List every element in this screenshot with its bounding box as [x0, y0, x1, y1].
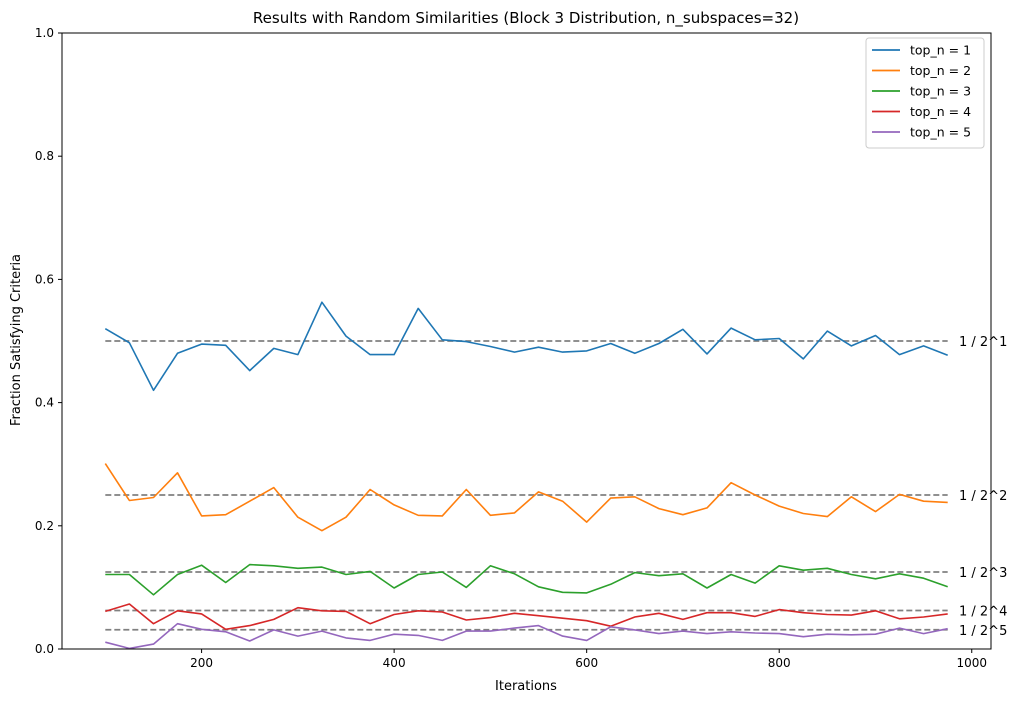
- legend-label: top_n = 5: [910, 125, 971, 140]
- reference-line-label: 1 / 2^3: [959, 566, 1007, 581]
- y-tick-label: 0.2: [35, 519, 54, 533]
- reference-line-label: 1 / 2^2: [959, 489, 1007, 504]
- reference-labels: 1 / 2^1 1 / 2^2 1 / 2^3 1 / 2^4 1 / 2^5: [959, 335, 1007, 639]
- legend-label: top_n = 3: [910, 84, 971, 99]
- legend-label: top_n = 2: [910, 63, 971, 78]
- legend-label: top_n = 4: [910, 104, 971, 119]
- reference-line-label: 1 / 2^1: [959, 335, 1007, 350]
- reference-line-label: 1 / 2^4: [959, 605, 1007, 620]
- y-axis-label: Fraction Satisfying Criteria: [9, 254, 24, 426]
- series-line-top-n-2: [104, 463, 948, 532]
- plot-frame: [61, 32, 992, 650]
- axis-ticks: 200 400 600 800 1000 0.0 0.2 0.4 0.6 0.8 1.0: [35, 26, 987, 670]
- x-tick-label: 600: [575, 656, 598, 670]
- legend-box: [865, 37, 985, 149]
- reference-line-label: 1 / 2^5: [959, 624, 1007, 639]
- legend: top_n = 1 top_n = 2 top_n = 3 top_n = 4 top_…: [865, 37, 985, 149]
- y-tick-label: 0.8: [35, 149, 54, 163]
- series-lines: [104, 301, 948, 650]
- chart-title: Results with Random Similarities (Block …: [253, 9, 799, 28]
- x-tick-label: 1000: [956, 656, 987, 670]
- series-line-top-n-1: [104, 301, 948, 392]
- reference-lines: [105, 340, 948, 631]
- y-tick-label: 0.4: [35, 396, 54, 410]
- x-tick-label: 200: [190, 656, 213, 670]
- series-line-top-n-4: [105, 603, 948, 631]
- y-tick-label: 1.0: [35, 26, 54, 40]
- x-tick-label: 400: [383, 656, 406, 670]
- series-line-top-n-3: [105, 563, 948, 596]
- y-tick-label: 0.6: [35, 272, 54, 286]
- legend-label: top_n = 1: [910, 43, 971, 58]
- x-axis-label: Iterations: [495, 679, 557, 694]
- x-tick-label: 800: [768, 656, 791, 670]
- y-tick-label: 0.0: [35, 642, 54, 656]
- series-line-top-n-5: [105, 622, 948, 650]
